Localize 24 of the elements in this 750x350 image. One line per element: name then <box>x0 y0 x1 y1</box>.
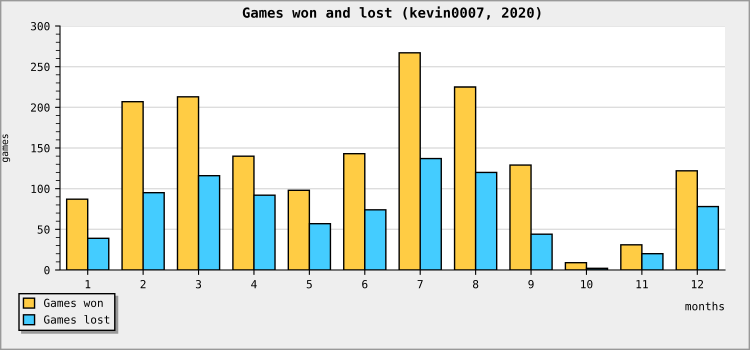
x-axis-title: months <box>685 302 724 310</box>
y-tick-label: 250 <box>31 62 50 72</box>
x-tick-label: 7 <box>418 280 423 288</box>
x-tick-label: 5 <box>306 280 312 288</box>
x-tick-label: 6 <box>362 280 368 288</box>
y-tick-label: 150 <box>32 144 50 152</box>
y-tick-label: 100 <box>32 184 50 194</box>
y-tick-label: 0 <box>44 266 50 274</box>
x-tick-label: 1 <box>86 280 90 288</box>
y-axis-title: games <box>2 134 10 162</box>
y-tick-label: 200 <box>31 103 50 112</box>
x-tick-label: 11 <box>636 280 648 288</box>
x-tick-label: 10 <box>581 280 592 288</box>
chart-title: Games won and lost (kevin0007, 2020) <box>242 6 540 20</box>
y-tick-label: 50 <box>38 225 50 234</box>
x-tick-label: 12 <box>692 280 704 288</box>
x-tick-label: 3 <box>196 280 202 288</box>
legend-label: Games won <box>44 298 103 308</box>
x-tick-label: 9 <box>528 280 534 288</box>
x-tick-label: 4 <box>251 280 257 288</box>
y-tick-label: 300 <box>30 22 50 30</box>
legend-label: Games lost <box>44 315 110 324</box>
x-tick-label: 8 <box>472 280 478 288</box>
x-tick-label: 2 <box>140 280 146 288</box>
